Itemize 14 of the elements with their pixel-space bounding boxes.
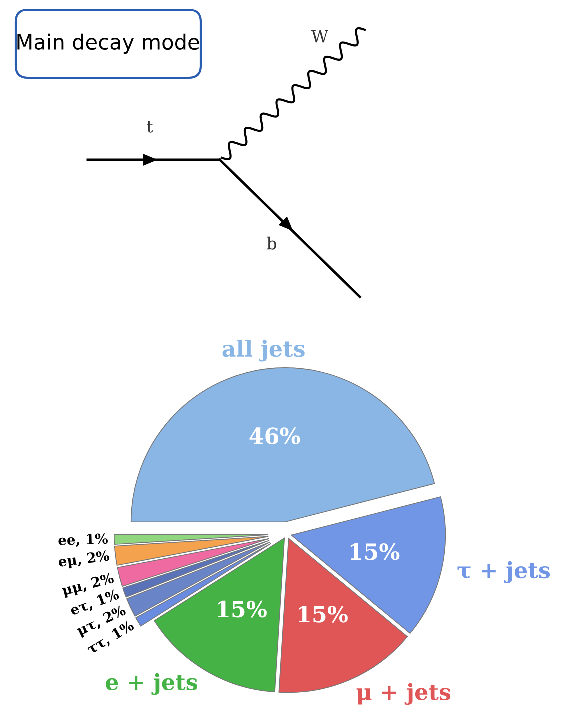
text: t	[147, 121, 154, 133]
slice-label: e + jets	[106, 673, 198, 696]
slice-label: eμ, 2%	[58, 550, 110, 570]
text: Main decay mode	[18, 34, 200, 54]
text: b	[267, 236, 276, 250]
data-label: 15%	[350, 543, 400, 560]
slice-label: μ + jets	[356, 683, 451, 706]
data-label: 15%	[218, 600, 267, 618]
data-label: 46%	[250, 428, 300, 444]
slice-label: ee, 1%	[58, 534, 108, 548]
text: W	[312, 30, 329, 43]
slice-label: all jets	[222, 340, 305, 362]
slice-label: τ + jets	[458, 561, 550, 584]
data-label: 15%	[299, 606, 348, 623]
